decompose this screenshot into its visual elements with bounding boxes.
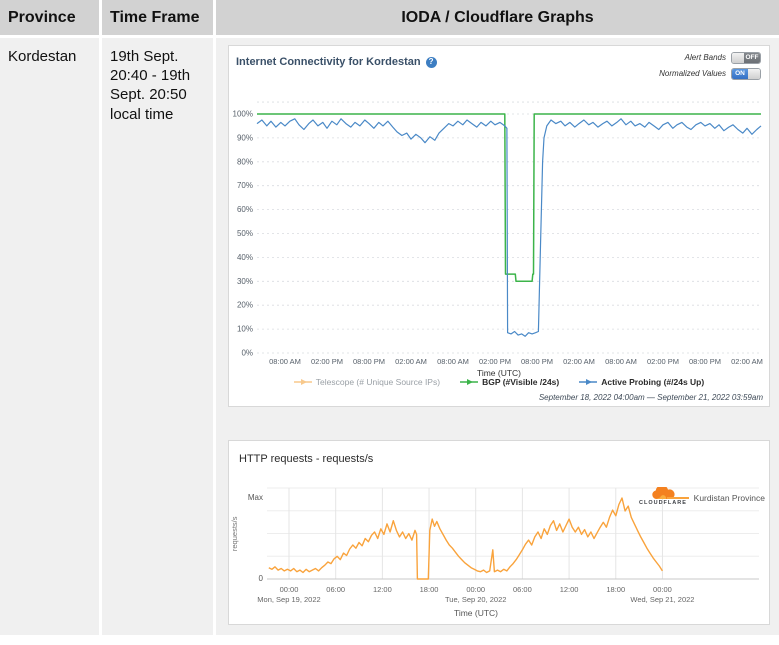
time-frame-text: 19th Sept. 20:40 - 19th Sept. 20:50 loca… [110,48,191,123]
svg-text:0: 0 [259,574,264,583]
svg-text:60%: 60% [237,205,253,214]
legend-label: Kurdistan Province [693,493,765,503]
svg-text:00:00: 00:00 [280,585,299,594]
svg-text:08:00 PM: 08:00 PM [689,357,721,366]
column-header-time-frame: Time Frame [102,0,216,38]
toggle-state: ON [732,69,748,79]
ioda-date-range: September 18, 2022 04:00am — September 2… [538,392,763,402]
province-cell: Kordestan [0,38,102,635]
ioda-title-row: Internet Connectivity for Kordestan ? [236,55,437,69]
svg-text:08:00 PM: 08:00 PM [521,357,553,366]
cloudflare-logo: CLOUDFLARE [639,487,687,507]
svg-text:10%: 10% [237,325,253,334]
svg-text:Time (UTC): Time (UTC) [477,368,521,378]
time-frame-cell: 19th Sept. 20:40 - 19th Sept. 20:50 loca… [102,38,216,635]
ioda-chart-title: Internet Connectivity for Kordestan [236,56,421,68]
help-icon[interactable]: ? [425,56,437,68]
cloudflare-legend-item[interactable]: Kurdistan Province [666,493,765,504]
svg-text:80%: 80% [237,157,253,166]
svg-text:08:00 AM: 08:00 AM [605,357,637,366]
svg-text:02:00 PM: 02:00 PM [479,357,511,366]
legend-item-active-probing[interactable]: Active Probing (#/24s Up) [579,377,704,388]
legend-label: Active Probing (#/24s Up) [601,377,705,387]
normalized-values-toggle[interactable]: Normalized Values ON [659,68,761,80]
svg-text:Wed, Sep 21, 2022: Wed, Sep 21, 2022 [630,595,694,604]
svg-text:Tue, Sep 20, 2022: Tue, Sep 20, 2022 [445,595,506,604]
svg-text:18:00: 18:00 [420,585,439,594]
ioda-plot-area: 0% 10% 20% 30% 40% 50% 60% 70% 80% 90% 100% 08:00 A… [233,101,763,378]
svg-text:02:00 AM: 02:00 AM [395,357,427,366]
legend-item-bgp[interactable]: BGP (#Visible /24s) [460,377,559,388]
province-name: Kordestan [8,48,77,65]
cloudflare-wordmark: CLOUDFLARE [639,500,687,506]
svg-text:08:00 AM: 08:00 AM [269,357,301,366]
svg-text:02:00 PM: 02:00 PM [311,357,343,366]
ioda-legend: Telescope (# Unique Source IPs) BGP (#Vi… [229,377,769,388]
legend-label: Telescope (# Unique Source IPs) [315,377,441,387]
svg-text:0%: 0% [241,349,253,358]
svg-text:00:00: 00:00 [653,585,672,594]
column-header-province: Province [0,0,102,38]
graphs-cell: 0% 10% 20% 30% 40% 50% 60% 70% 80% 90% 100% 08:00 A… [216,38,779,635]
svg-text:06:00: 06:00 [513,585,532,594]
svg-text:100%: 100% [233,110,253,119]
svg-text:70%: 70% [237,181,253,190]
table-header-row: Province Time Frame IODA / Cloudflare Gr… [0,0,779,38]
svg-text:20%: 20% [237,301,253,310]
bgp-line-icon [460,379,479,386]
ioda-graph-panel: 0% 10% 20% 30% 40% 50% 60% 70% 80% 90% 100% 08:00 A… [228,45,770,407]
svg-text:Mon, Sep 19, 2022: Mon, Sep 19, 2022 [257,595,320,604]
alert-bands-toggle[interactable]: Alert Bands OFF [685,52,761,64]
series-line-icon [666,497,689,500]
svg-text:12:00: 12:00 [560,585,579,594]
cloudflare-cloud-icon [652,487,675,499]
svg-text:02:00 AM: 02:00 AM [563,357,595,366]
legend-item-telescope[interactable]: Telescope (# Unique Source IPs) [293,377,441,388]
svg-text:50%: 50% [237,229,253,238]
table-row: Kordestan 19th Sept. 20:40 - 19th Sept. … [0,38,779,635]
toggle-knob [732,53,744,63]
toggle-on-switch[interactable]: ON [731,68,761,80]
cloudflare-chart-title: HTTP requests - requests/s [239,453,374,465]
toggle-knob [748,69,760,79]
svg-text:00:00: 00:00 [466,585,485,594]
ioda-toggles: Alert Bands OFF Normalized Values ON [659,52,761,80]
active-probing-line-icon [579,379,598,386]
column-header-graphs: IODA / Cloudflare Graphs [216,0,779,38]
cloudflare-x-axis-label: Time (UTC) [453,608,499,619]
svg-text:12:00: 12:00 [373,585,392,594]
svg-text:30%: 30% [237,277,253,286]
normalized-values-label: Normalized Values [659,68,726,78]
cloudflare-graph-panel: 00:00 Mon, Sep 19, 2022 06:00 12:00 18:00 00:… [228,440,770,625]
cloudflare-y-axis-label: requests/s [230,516,240,552]
alert-bands-label: Alert Bands [684,52,726,62]
svg-text:40%: 40% [237,253,253,262]
svg-text:08:00 AM: 08:00 AM [437,357,469,366]
svg-text:18:00: 18:00 [606,585,625,594]
telescope-line-icon [293,379,312,386]
svg-text:02:00 AM: 02:00 AM [731,357,763,366]
svg-text:06:00: 06:00 [326,585,345,594]
svg-text:Max: Max [248,493,263,502]
toggle-off-switch[interactable]: OFF [731,52,761,64]
legend-label: BGP (#Visible /24s) [482,377,560,387]
svg-text:90%: 90% [237,133,253,142]
toggle-state: OFF [744,53,760,63]
svg-text:02:00 PM: 02:00 PM [647,357,679,366]
svg-text:08:00 PM: 08:00 PM [353,357,385,366]
